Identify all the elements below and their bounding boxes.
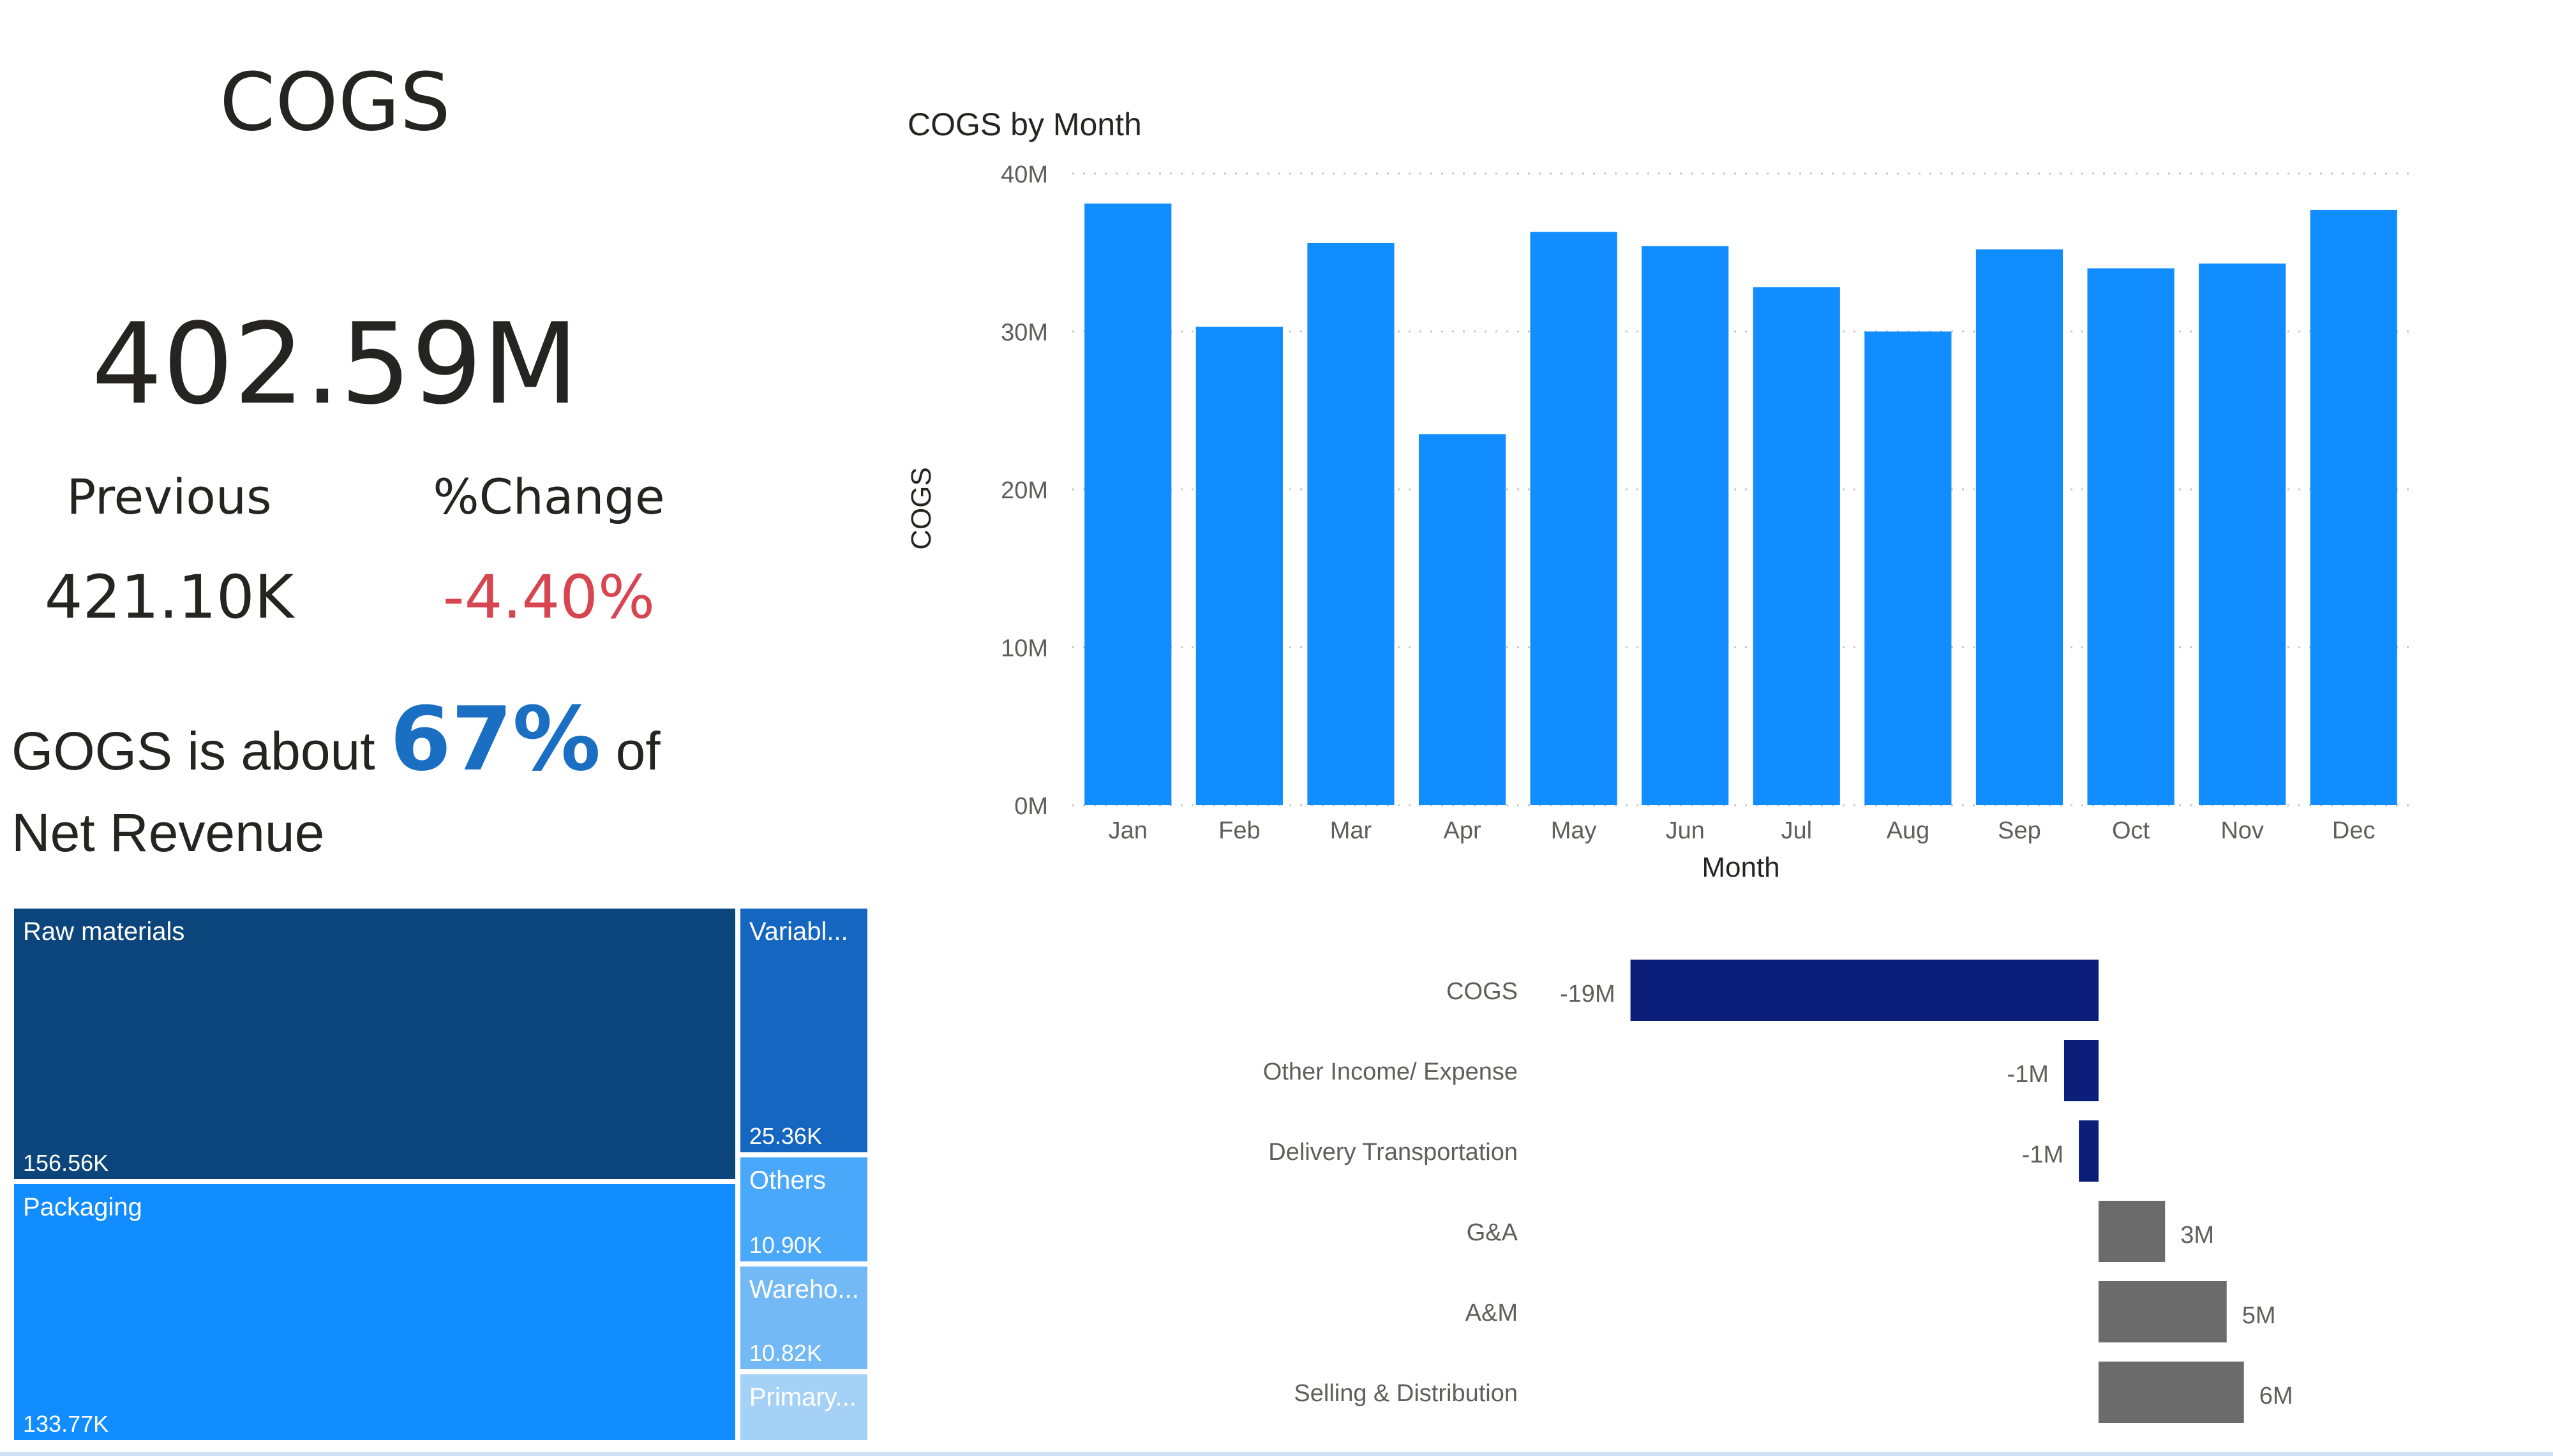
x-tick-label: May [1551,817,1597,844]
treemap-cell-value: 10.90K [749,1231,822,1258]
contribution-bar [2063,1040,2099,1101]
treemap-cell-label: Variabl... [749,917,848,946]
treemap-cell-label: Wareho... [749,1275,859,1304]
treemap-cell: Primary... [737,1371,870,1443]
x-tick-label: Sep [1998,817,2041,844]
bar-jan [1084,204,1172,805]
kpi-value: 402.59M [91,300,579,429]
contribution-bar [1630,960,2099,1021]
treemap-cell: Wareho... 10.82K [737,1263,870,1372]
revenue-share-statement: GOGS is about 67% of Net Revenue [11,695,867,873]
bar-may [1530,232,1617,805]
contribution-bar [2099,1201,2166,1262]
data-label: -19M [1560,981,1615,1007]
treemap-cell: Variabl... 25.36K [737,906,870,1155]
bar-sep [1975,249,2063,805]
chart-title: COGS by Month [908,107,1142,142]
y-tick-label: 0M [1014,793,1048,820]
treemap-cell: Others 10.90K [737,1155,870,1264]
previous-value: 421.10K [44,563,294,632]
contribution-bar [2079,1120,2099,1182]
treemap-cell-value: 10.82K [749,1339,822,1366]
category-label: COGS [1446,978,1518,1005]
x-tick-label: Feb [1218,817,1260,844]
treemap-cell-label: Primary... [749,1383,857,1411]
data-label: 3M [2180,1222,2214,1249]
contribution-bar [2099,1362,2244,1423]
statement-line2: Net Revenue [11,803,325,863]
data-label: 6M [2259,1383,2293,1409]
data-label: 5M [2242,1302,2276,1329]
category-label: G&A [1467,1219,1518,1246]
x-tick-label: Mar [1330,817,1372,844]
category-label: A&M [1465,1300,1518,1326]
data-label: -1M [2022,1141,2063,1168]
bar-jun [1642,246,1729,806]
statement-suffix: of [615,721,661,781]
x-tick-label: Aug [1887,817,1930,844]
category-label: Delivery Transportation [1268,1139,1518,1166]
change-label: %Change [433,468,665,525]
pnl-contribution-chart: COGS -19M Other Income/ Expense -1M Delivery… [1263,960,2293,1423]
x-tick-label: Dec [2332,817,2376,844]
x-tick-label: Jun [1666,817,1705,844]
kpi-title: COGS [220,56,451,149]
previous-label: Previous [66,468,272,525]
y-axis-label: COGS [906,467,937,550]
treemap-cell-value: 156.56K [23,1150,109,1177]
change-value: -4.40% [442,563,655,632]
cogs-by-month-chart: COGS by Month 0M 10M 20M 30M 40M COGS Jan Feb Mar… [906,107,2409,883]
treemap-cell-label: Raw materials [23,917,185,946]
bar-mar [1307,242,1395,805]
bar-dec [2310,209,2397,805]
data-label: -1M [2007,1061,2049,1088]
x-tick-label: Oct [2112,817,2150,844]
y-tick-label: 30M [1001,320,1048,346]
treemap-cell-value: 25.36K [749,1123,822,1150]
contribution-bar [2099,1281,2227,1342]
y-tick-label: 20M [1001,477,1048,504]
page-footer-line [0,1452,2553,1456]
bar-apr [1418,434,1506,805]
x-tick-label: Nov [2220,817,2264,844]
statement-prefix: GOGS is about [11,721,375,781]
treemap-cell-label: Others [749,1166,826,1195]
category-label: Selling & Distribution [1294,1380,1518,1407]
y-tick-label: 40M [1001,161,1048,188]
cogs-breakdown-treemap: Raw materials 156.56K Packaging 133.77K Vari… [11,906,870,1443]
bar-nov [2199,264,2286,805]
x-axis-label: Month [1702,852,1779,883]
treemap-cell-label: Packaging [23,1193,142,1222]
bar-aug [1864,331,1952,805]
x-tick-label: Apr [1443,817,1481,844]
x-tick-label: Jan [1109,817,1148,844]
bar-oct [2087,268,2175,805]
treemap-cell: Raw materials 156.56K [11,906,738,1182]
bar-jul [1753,287,1840,805]
bar-feb [1195,327,1283,805]
treemap-cell: Packaging 133.77K [11,1182,738,1443]
y-tick-label: 10M [1001,635,1048,662]
category-label: Other Income/ Expense [1263,1059,1518,1085]
x-tick-label: Jul [1781,817,1813,844]
treemap-cell-value: 133.77K [23,1410,109,1437]
statement-percent: 67% [389,688,601,791]
